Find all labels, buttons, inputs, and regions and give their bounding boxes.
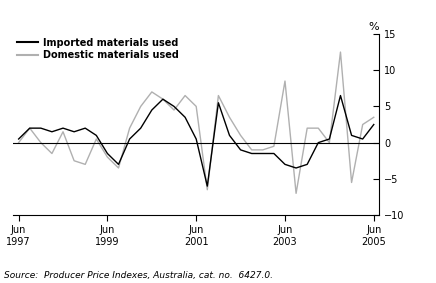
Legend: Imported materials used, Domestic materials used: Imported materials used, Domestic materi…	[15, 36, 181, 62]
Text: %: %	[369, 22, 379, 32]
Text: Source:  Producer Price Indexes, Australia, cat. no.  6427.0.: Source: Producer Price Indexes, Australi…	[4, 271, 273, 280]
